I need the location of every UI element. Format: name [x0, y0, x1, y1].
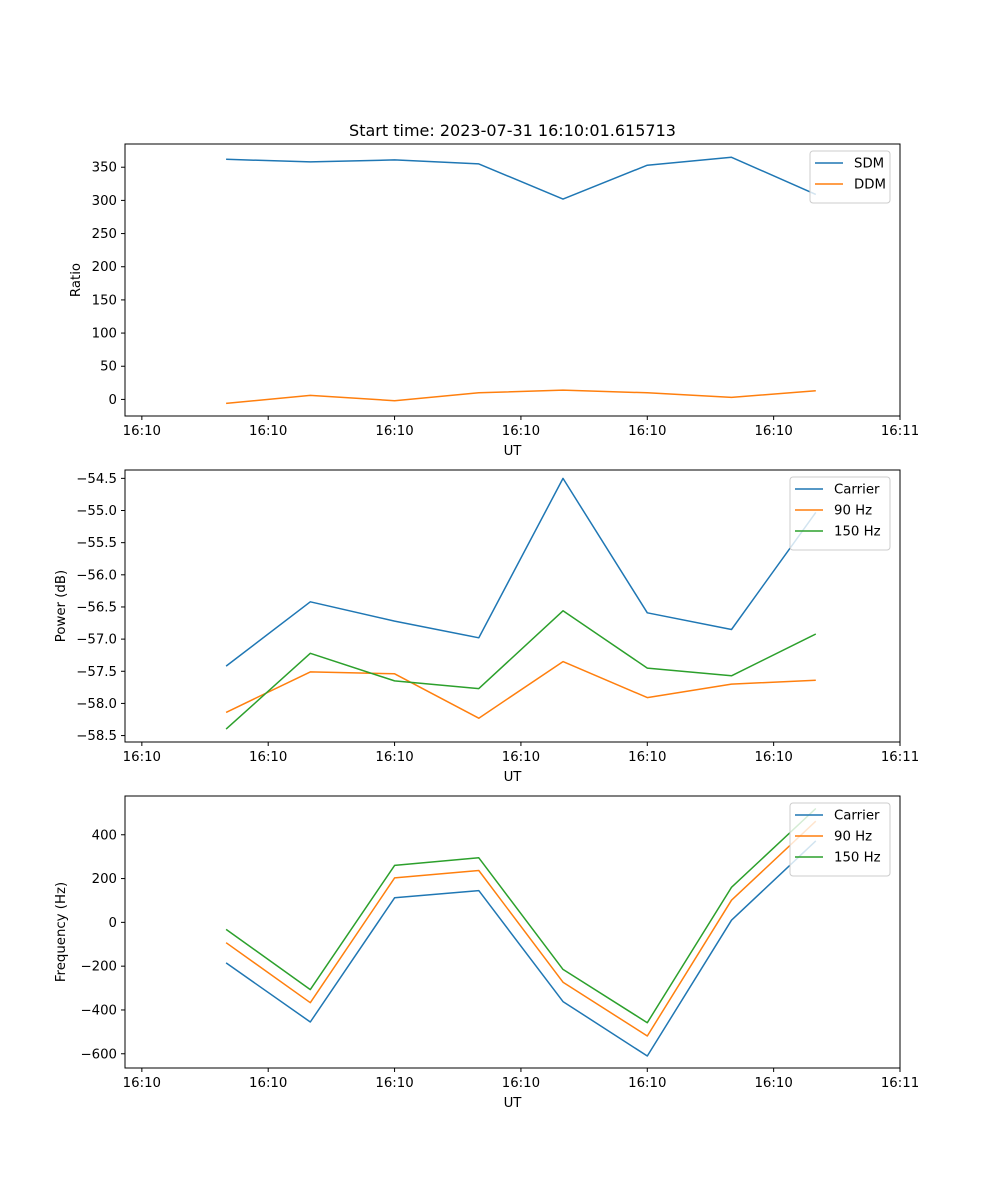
x-tick-label: 16:10 [375, 1076, 413, 1091]
y-tick-label: −57.5 [76, 665, 117, 680]
axes-frame [124, 795, 901, 1069]
x-tick-label: 16:10 [249, 750, 287, 765]
x-tick-label: 16:10 [628, 424, 666, 439]
series-line-90-hz [225, 660, 816, 719]
x-tick-label: 16:10 [375, 750, 413, 765]
series-line-sdm [226, 156, 817, 200]
axes-frame [124, 469, 901, 743]
y-tick-label: −200 [80, 960, 117, 975]
legend-label: Carrier [834, 809, 880, 824]
legend-label: 150 Hz [834, 525, 881, 540]
chart-panel-1: 16:10 16:10 16:10 16:10 16:10 16:10 16:11 0 50 10… [69, 143, 919, 459]
y-axis-label: Ratio [69, 263, 84, 297]
y-tick-label: 200 [92, 260, 117, 275]
y-tick-label: 350 [92, 161, 117, 176]
x-tick-label: 16:10 [502, 424, 540, 439]
y-axis-label: Power (dB) [54, 570, 69, 642]
y-tick-label: 100 [92, 327, 117, 342]
y-tick-label: 0 [109, 393, 117, 408]
x-tick-label: 16:10 [628, 750, 666, 765]
x-tick-label: 16:10 [754, 750, 792, 765]
y-tick-label: −54.5 [76, 472, 117, 487]
y-tick-label: −56.0 [76, 568, 117, 583]
x-tick-label: 16:10 [502, 750, 540, 765]
y-tick-label: −56.5 [76, 600, 117, 615]
series-line-150-hz [225, 610, 817, 730]
series-line-ddm [226, 389, 816, 405]
chart-panel-3: 16:10 16:10 16:10 16:10 16:10 16:10 16:11 −600 −… [54, 795, 919, 1111]
x-tick-label: 16:10 [249, 1076, 287, 1091]
series-line-carrier [225, 477, 817, 667]
x-tick-label: 16:10 [754, 424, 792, 439]
x-tick-label: 16:11 [881, 1076, 919, 1091]
y-tick-label: 300 [92, 194, 117, 209]
x-tick-label: 16:10 [123, 1076, 161, 1091]
series-line-carrier [225, 840, 817, 1057]
y-tick-label: −58.5 [76, 729, 117, 744]
legend-label: 150 Hz [834, 851, 881, 866]
y-tick-label: −600 [80, 1047, 117, 1062]
figure-title: Start time: 2023-07-31 16:10:01.615713 [349, 121, 676, 140]
y-tick-label: 50 [100, 360, 117, 375]
y-axis-label: Frequency (Hz) [54, 882, 69, 982]
x-tick-label: 16:11 [881, 750, 919, 765]
series-line-90-hz [225, 820, 817, 1037]
y-tick-label: 400 [92, 828, 117, 843]
y-tick-label: 0 [109, 916, 117, 931]
y-tick-label: 150 [92, 293, 117, 308]
legend-label: Carrier [834, 483, 880, 498]
chart-panel-2: 16:10 16:10 16:10 16:10 16:10 16:10 16:11 −58.5… [54, 469, 919, 785]
legend-label: 90 Hz [834, 830, 872, 845]
series-line-150-hz [225, 807, 817, 1024]
legend: Carrier 90 Hz 150 Hz [789, 476, 891, 551]
y-tick-label: 250 [92, 227, 117, 242]
x-tick-label: 16:10 [249, 424, 287, 439]
x-axis-label: UT [504, 444, 523, 459]
x-axis-label: UT [504, 1096, 523, 1111]
y-tick-label: −400 [80, 1003, 117, 1018]
legend-box [809, 150, 891, 204]
axes-frame [124, 143, 901, 417]
x-axis-label: UT [504, 770, 523, 785]
legend-label: 90 Hz [834, 504, 872, 519]
legend: SDM DDM [809, 150, 891, 204]
y-tick-label: 200 [92, 872, 117, 887]
legend-label: DDM [854, 178, 886, 193]
x-tick-label: 16:10 [123, 750, 161, 765]
x-tick-label: 16:10 [628, 1076, 666, 1091]
x-tick-label: 16:11 [881, 424, 919, 439]
y-tick-label: −55.0 [76, 504, 117, 519]
y-tick-label: −55.5 [76, 536, 117, 551]
legend: Carrier 90 Hz 150 Hz [789, 802, 891, 877]
legend-label: SDM [854, 157, 884, 172]
x-tick-label: 16:10 [502, 1076, 540, 1091]
y-tick-label: −57.0 [76, 633, 117, 648]
x-tick-label: 16:10 [375, 424, 413, 439]
y-tick-label: −58.0 [76, 697, 117, 712]
x-tick-label: 16:10 [123, 424, 161, 439]
x-tick-label: 16:10 [754, 1076, 792, 1091]
